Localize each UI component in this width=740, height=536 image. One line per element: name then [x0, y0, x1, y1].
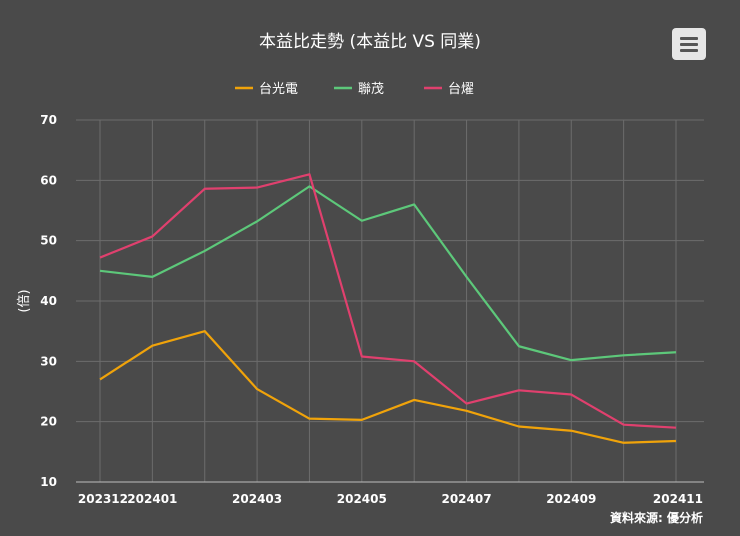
chart-title: 本益比走勢 (本益比 VS 同業)	[259, 32, 481, 52]
menu-bar-icon	[680, 49, 698, 52]
x-tick-label: 202409	[546, 492, 596, 506]
x-tick-label: 202312	[78, 492, 128, 506]
x-tick-label: 202403	[232, 492, 282, 506]
series-line	[99, 173, 677, 429]
menu-bar-icon	[680, 43, 698, 46]
legend-label: 聯茂	[358, 82, 384, 97]
y-tick-label: 50	[40, 234, 57, 248]
source-note: 資料來源: 優分析	[610, 510, 703, 525]
legend-label: 台光電	[259, 82, 298, 97]
x-tick-label: 202411	[653, 492, 703, 506]
grid-lines	[76, 119, 704, 483]
menu-bar-icon	[680, 37, 698, 40]
y-tick-label: 20	[40, 415, 57, 429]
legend: 台光電 聯茂 台燿	[235, 82, 474, 97]
x-tick-label: 202401	[127, 492, 177, 506]
y-tick-label: 70	[40, 113, 57, 127]
chart-menu-button[interactable]	[672, 28, 706, 60]
series-line	[99, 330, 677, 444]
x-axis-ticks: 202312 202401 202403 202405 202407 202409 2024…	[78, 492, 703, 506]
x-tick-label: 202405	[337, 492, 387, 506]
y-tick-label: 40	[40, 294, 57, 308]
x-tick-label: 202407	[441, 492, 491, 506]
y-tick-label: 10	[40, 475, 57, 489]
series-lines	[99, 173, 677, 444]
y-axis-ticks: 10 20 30 40 50 60 70	[40, 113, 57, 489]
legend-label: 台燿	[448, 82, 474, 97]
y-tick-label: 60	[40, 173, 57, 187]
y-tick-label: 30	[40, 354, 57, 368]
series-line	[99, 185, 677, 362]
y-axis-label: (倍)	[17, 289, 32, 312]
